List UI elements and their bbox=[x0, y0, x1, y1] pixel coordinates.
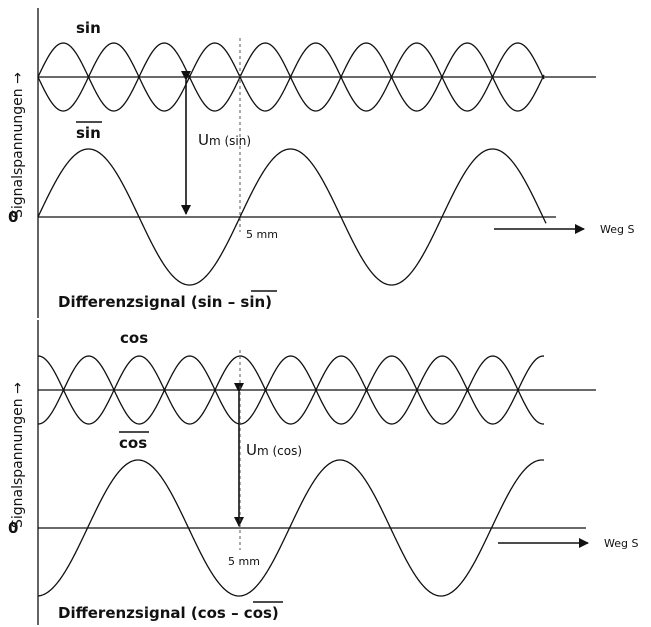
cos-path-label: Weg S bbox=[604, 537, 638, 550]
y-axis-label-top: Signalspannungen → bbox=[10, 72, 26, 218]
cos-zero-label: 0 bbox=[8, 519, 18, 537]
sin-difference-label: Differenzsignal (sin – sin) bbox=[58, 293, 272, 311]
sin-wave bbox=[37, 42, 545, 112]
y-axis-label-bottom: Signalspannungen → bbox=[10, 382, 26, 528]
sin-inverted-wave bbox=[37, 42, 545, 112]
sin-inverted-label: sin bbox=[76, 124, 101, 142]
sin-label: sin bbox=[76, 19, 101, 37]
cos-wave bbox=[37, 355, 545, 425]
sin-5mm-label: 5 mm bbox=[246, 228, 278, 241]
sin-difference-wave bbox=[37, 148, 547, 286]
sin-path-label: Weg S bbox=[600, 223, 634, 236]
cos-inverted-wave bbox=[37, 355, 545, 425]
cos-label: cos bbox=[120, 329, 148, 347]
cos-inverted-label: cos bbox=[119, 434, 147, 452]
cos-panel: Signalspannungen → cos cos 0 Um (cos) 5 … bbox=[8, 329, 638, 622]
cos-amplitude-label: Um (cos) bbox=[246, 441, 302, 459]
sin-amplitude-label: Um (sin) bbox=[198, 131, 251, 149]
cos-5mm-label: 5 mm bbox=[228, 555, 260, 568]
sin-zero-label: 0 bbox=[8, 208, 18, 226]
sin-panel: Signalspannungen → sin sin 0 Um (sin) 5 … bbox=[8, 19, 634, 311]
cos-difference-label: Differenzsignal (cos – cos) bbox=[58, 604, 279, 622]
cos-difference-wave bbox=[37, 459, 545, 597]
